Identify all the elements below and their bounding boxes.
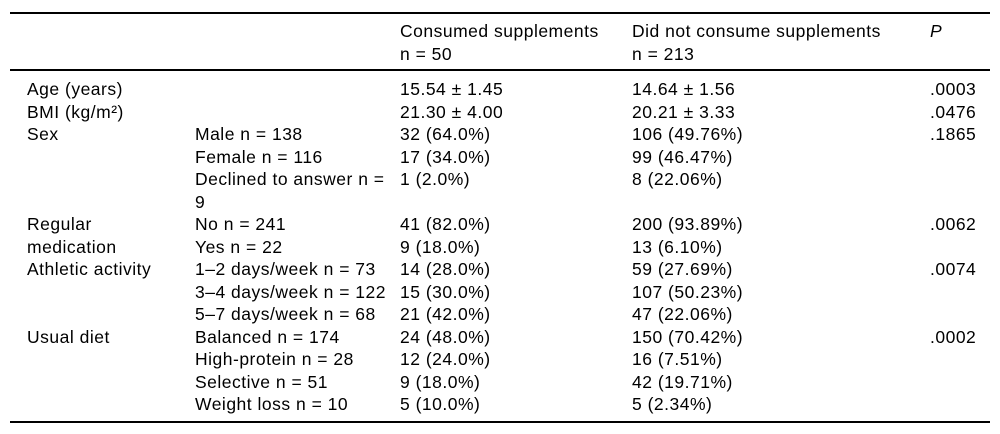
- table-header: Consumed supplements n = 50 Did not cons…: [10, 13, 990, 71]
- row-subcategory: Weight loss n = 10: [195, 394, 349, 414]
- cell-not-consumed-value: 13 (6.10%): [632, 236, 723, 257]
- cell-consumed-value: 24 (48.0%): [400, 326, 491, 347]
- row-category: Age (years): [27, 79, 123, 99]
- row-subcategory: No n = 241: [195, 214, 287, 234]
- table-row: Selective n = 51 9 (18.0%) 42 (19.71%): [10, 371, 990, 394]
- cell-p-value: [930, 348, 990, 371]
- header-p-value: P: [930, 13, 990, 71]
- cell-p-value: .0062: [930, 214, 977, 234]
- cell-consumed-value: 41 (82.0%): [400, 214, 491, 234]
- header-consumed-supplements: Consumed supplements n = 50: [400, 13, 632, 71]
- cell-p-value: [930, 281, 990, 304]
- supplements-comparison-table-wrap: Consumed supplements n = 50 Did not cons…: [10, 12, 990, 423]
- cell-consumed-value: 21 (42.0%): [400, 304, 491, 324]
- row-category: Regular medication: [27, 214, 117, 257]
- header-consumed-n: n = 50: [400, 43, 453, 64]
- cell-p-value: [930, 168, 990, 213]
- table-row: Usual diet Balanced n = 174 24 (48.0%) 150 …: [10, 326, 990, 349]
- row-subcategory: [195, 101, 400, 124]
- cell-p-value: [930, 371, 990, 394]
- cell-consumed-value: 12 (24.0%): [400, 349, 491, 369]
- cell-p-value: .0476: [930, 101, 977, 122]
- row-subcategory: 3–4 days/week n = 122: [195, 281, 386, 302]
- cell-not-consumed-value: 200 (93.89%): [632, 214, 744, 234]
- row-subcategory: Balanced n = 174: [195, 326, 340, 347]
- row-subcategory: Male n = 138: [195, 124, 303, 144]
- cell-p-value: [930, 393, 990, 422]
- row-category: Sex: [27, 124, 59, 144]
- table-row: High-protein n = 28 12 (24.0%) 16 (7.51%): [10, 348, 990, 371]
- cell-consumed-value: 15 (30.0%): [400, 281, 491, 302]
- cell-consumed-value: 9 (18.0%): [400, 236, 481, 257]
- cell-not-consumed-value: 14.64 ± 1.56: [632, 79, 736, 99]
- cell-p-value: [930, 236, 990, 259]
- header-not-consumed-n: n = 213: [632, 43, 695, 64]
- supplements-comparison-table: Consumed supplements n = 50 Did not cons…: [10, 12, 990, 423]
- cell-p-value: .0002: [930, 326, 977, 347]
- table-row: 5–7 days/week n = 68 21 (42.0%) 47 (22.06%…: [10, 303, 990, 326]
- table-row: Athletic activity 1–2 days/week n = 73 14 …: [10, 258, 990, 281]
- table-row: Weight loss n = 10 5 (10.0%) 5 (2.34%): [10, 393, 990, 422]
- cell-consumed-value: 32 (64.0%): [400, 124, 491, 144]
- cell-consumed-value: 5 (10.0%): [400, 394, 481, 414]
- cell-consumed-value: 15.54 ± 1.45: [400, 79, 504, 99]
- cell-not-consumed-value: 20.21 ± 3.33: [632, 101, 736, 122]
- cell-not-consumed-value: 106 (49.76%): [632, 124, 744, 144]
- row-subcategory: Selective n = 51: [195, 371, 329, 392]
- cell-consumed-value: 21.30 ± 4.00: [400, 101, 504, 122]
- cell-p-value: .0003: [930, 79, 977, 99]
- row-subcategory: 1–2 days/week n = 73: [195, 259, 376, 279]
- cell-not-consumed-value: 47 (22.06%): [632, 304, 733, 324]
- table-row: Regular medication No n = 241 41 (82.0%) 20…: [10, 213, 990, 257]
- table-row: BMI (kg/m²) 21.30 ± 4.00 20.21 ± 3.33 .0476: [10, 101, 990, 124]
- table-row: Declined to answer n = 9 1 (2.0%) 8 (22.06…: [10, 168, 990, 213]
- cell-consumed-value: 17 (34.0%): [400, 146, 491, 167]
- cell-not-consumed-value: 99 (46.47%): [632, 146, 733, 167]
- row-subcategory: [195, 70, 400, 101]
- row-category: Usual diet: [27, 326, 110, 347]
- cell-p-value: .1865: [930, 124, 977, 144]
- cell-consumed-value: 9 (18.0%): [400, 371, 481, 392]
- table-body: Age (years) 15.54 ± 1.45 14.64 ± 1.56 .0003…: [10, 70, 990, 422]
- row-subcategory: Female n = 116: [195, 146, 323, 167]
- row-subcategory: Declined to answer n = 9: [195, 169, 385, 212]
- cell-not-consumed-value: 59 (27.69%): [632, 259, 733, 279]
- cell-not-consumed-value: 16 (7.51%): [632, 349, 723, 369]
- table-row: Female n = 116 17 (34.0%) 99 (46.47%): [10, 146, 990, 169]
- cell-p-value: [930, 303, 990, 326]
- cell-p-value: .0074: [930, 259, 977, 279]
- cell-not-consumed-value: 42 (19.71%): [632, 371, 733, 392]
- row-subcategory: Yes n = 22: [195, 236, 283, 257]
- cell-not-consumed-value: 150 (70.42%): [632, 326, 744, 347]
- cell-consumed-value: 14 (28.0%): [400, 259, 491, 279]
- row-subcategory: High-protein n = 28: [195, 349, 354, 369]
- header-consumed-label: Consumed supplements: [400, 21, 599, 41]
- header-category-blank: [10, 13, 195, 71]
- table-row: 3–4 days/week n = 122 15 (30.0%) 107 (50.2…: [10, 281, 990, 304]
- row-category: BMI (kg/m²): [27, 101, 124, 122]
- table-row: Age (years) 15.54 ± 1.45 14.64 ± 1.56 .0003: [10, 70, 990, 101]
- header-did-not-consume-supplements: Did not consume supplements n = 213: [632, 13, 930, 71]
- row-category: Athletic activity: [27, 259, 152, 279]
- table-row: Yes n = 22 9 (18.0%) 13 (6.10%): [10, 236, 990, 259]
- header-not-consumed-label: Did not consume supplements: [632, 21, 881, 41]
- cell-p-value: [930, 146, 990, 169]
- header-row: Consumed supplements n = 50 Did not cons…: [10, 13, 990, 71]
- header-subcategory-blank: [195, 13, 400, 71]
- cell-not-consumed-value: 107 (50.23%): [632, 281, 744, 302]
- cell-not-consumed-value: 5 (2.34%): [632, 394, 713, 414]
- cell-not-consumed-value: 8 (22.06%): [632, 169, 723, 189]
- row-subcategory: 5–7 days/week n = 68: [195, 304, 376, 324]
- table-row: Sex Male n = 138 32 (64.0%) 106 (49.76%) .18…: [10, 123, 990, 146]
- cell-consumed-value: 1 (2.0%): [400, 169, 471, 189]
